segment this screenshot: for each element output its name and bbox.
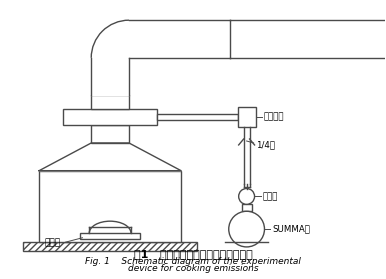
Text: 电磁炉: 电磁炉 xyxy=(44,239,61,247)
Bar xyxy=(242,204,252,211)
Bar xyxy=(91,125,129,143)
Bar xyxy=(23,242,197,251)
Text: 稀释装置: 稀释装置 xyxy=(264,113,284,122)
Bar xyxy=(157,114,238,120)
Bar xyxy=(238,107,256,127)
Circle shape xyxy=(239,189,254,204)
Text: 限流阀: 限流阀 xyxy=(262,192,278,201)
Text: 1/4管: 1/4管 xyxy=(256,140,274,150)
Text: 图1   油烟污染源散发舱实验装置示意: 图1 油烟污染源散发舱实验装置示意 xyxy=(134,249,252,259)
Text: device for cooking emissions: device for cooking emissions xyxy=(128,264,258,273)
Text: Fig. 1    Schematic diagram of the experimental: Fig. 1 Schematic diagram of the experime… xyxy=(85,257,301,266)
Text: SUMMA罐: SUMMA罐 xyxy=(273,225,310,234)
Bar xyxy=(91,95,129,109)
Circle shape xyxy=(229,211,264,247)
Bar xyxy=(39,171,181,242)
Polygon shape xyxy=(91,58,129,95)
Bar xyxy=(63,109,157,125)
Polygon shape xyxy=(39,143,181,171)
Bar xyxy=(80,233,140,239)
